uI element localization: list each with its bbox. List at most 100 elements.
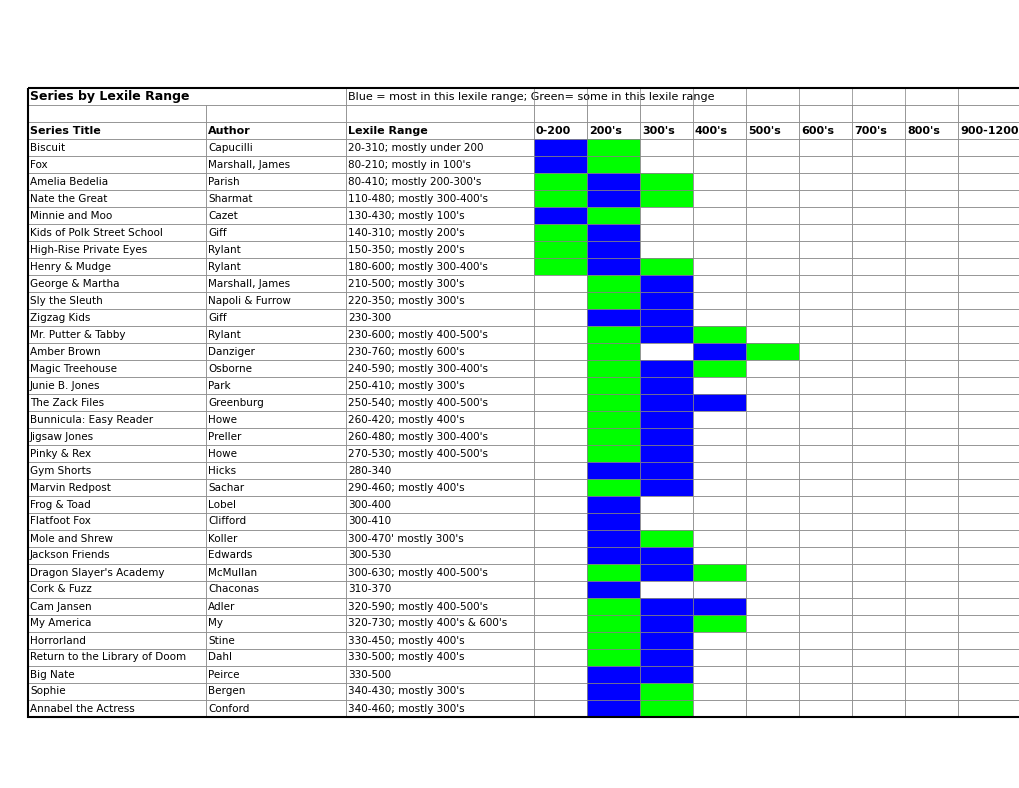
Bar bbox=[534, 190, 586, 207]
Text: 330-500: 330-500 bbox=[347, 670, 390, 679]
Bar bbox=[851, 428, 904, 445]
Bar bbox=[586, 207, 639, 224]
Bar bbox=[745, 547, 798, 564]
Bar bbox=[345, 224, 534, 241]
Bar bbox=[28, 479, 206, 496]
Text: 300-410: 300-410 bbox=[347, 516, 390, 526]
Bar bbox=[692, 564, 745, 581]
Bar bbox=[851, 292, 904, 309]
Bar bbox=[957, 564, 1019, 581]
Bar bbox=[745, 309, 798, 326]
Bar bbox=[904, 258, 957, 275]
Bar bbox=[345, 88, 1019, 105]
Bar bbox=[851, 207, 904, 224]
Bar bbox=[639, 258, 692, 275]
Bar bbox=[745, 275, 798, 292]
Bar bbox=[639, 105, 692, 122]
Bar bbox=[745, 700, 798, 717]
Bar bbox=[904, 275, 957, 292]
Bar bbox=[28, 156, 206, 173]
Bar bbox=[957, 411, 1019, 428]
Bar bbox=[586, 173, 639, 190]
Bar bbox=[851, 190, 904, 207]
Bar bbox=[692, 411, 745, 428]
Bar bbox=[345, 598, 534, 615]
Bar bbox=[745, 190, 798, 207]
Bar bbox=[957, 479, 1019, 496]
Text: Chaconas: Chaconas bbox=[208, 585, 259, 594]
Bar bbox=[28, 615, 206, 632]
Bar bbox=[28, 683, 206, 700]
Bar bbox=[798, 462, 851, 479]
Bar bbox=[345, 462, 534, 479]
Text: Annabel the Actress: Annabel the Actress bbox=[30, 704, 135, 713]
Bar bbox=[534, 683, 586, 700]
Bar bbox=[851, 683, 904, 700]
Bar bbox=[851, 581, 904, 598]
Bar bbox=[639, 530, 692, 547]
Bar bbox=[639, 632, 692, 649]
Bar bbox=[28, 394, 206, 411]
Bar bbox=[534, 377, 586, 394]
Bar bbox=[957, 513, 1019, 530]
Bar bbox=[798, 156, 851, 173]
Bar bbox=[206, 394, 345, 411]
Text: 300-400: 300-400 bbox=[347, 500, 390, 510]
Text: 900-1200: 900-1200 bbox=[959, 125, 1018, 136]
Bar bbox=[851, 241, 904, 258]
Bar bbox=[798, 122, 851, 139]
Text: Park: Park bbox=[208, 381, 230, 391]
Bar bbox=[904, 564, 957, 581]
Bar bbox=[798, 581, 851, 598]
Text: Sharmat: Sharmat bbox=[208, 194, 253, 203]
Bar bbox=[639, 224, 692, 241]
Text: The Zack Files: The Zack Files bbox=[30, 397, 104, 407]
Bar bbox=[851, 700, 904, 717]
Bar bbox=[692, 343, 745, 360]
Bar bbox=[28, 326, 206, 343]
Bar bbox=[345, 666, 534, 683]
Bar bbox=[692, 394, 745, 411]
Bar bbox=[745, 632, 798, 649]
Bar bbox=[206, 496, 345, 513]
Bar bbox=[639, 564, 692, 581]
Bar bbox=[28, 564, 206, 581]
Text: Frog & Toad: Frog & Toad bbox=[30, 500, 91, 510]
Bar bbox=[745, 564, 798, 581]
Bar bbox=[798, 394, 851, 411]
Bar bbox=[639, 411, 692, 428]
Bar bbox=[345, 530, 534, 547]
Bar bbox=[345, 122, 534, 139]
Bar bbox=[745, 615, 798, 632]
Bar bbox=[206, 105, 345, 122]
Bar bbox=[904, 683, 957, 700]
Bar bbox=[28, 632, 206, 649]
Bar bbox=[345, 479, 534, 496]
Bar bbox=[692, 105, 745, 122]
Bar bbox=[798, 445, 851, 462]
Bar bbox=[206, 258, 345, 275]
Bar bbox=[798, 598, 851, 615]
Bar bbox=[957, 649, 1019, 666]
Bar bbox=[745, 394, 798, 411]
Bar bbox=[345, 241, 534, 258]
Bar bbox=[904, 394, 957, 411]
Bar bbox=[639, 445, 692, 462]
Text: Sly the Sleuth: Sly the Sleuth bbox=[30, 296, 103, 306]
Bar bbox=[345, 326, 534, 343]
Text: Horrorland: Horrorland bbox=[30, 635, 86, 645]
Text: 300-470' mostly 300's: 300-470' mostly 300's bbox=[347, 533, 464, 544]
Text: Return to the Library of Doom: Return to the Library of Doom bbox=[30, 652, 185, 663]
Bar bbox=[206, 275, 345, 292]
Bar bbox=[745, 122, 798, 139]
Bar bbox=[692, 173, 745, 190]
Text: 250-410; mostly 300's: 250-410; mostly 300's bbox=[347, 381, 465, 391]
Text: Edwards: Edwards bbox=[208, 551, 252, 560]
Text: Capucilli: Capucilli bbox=[208, 143, 253, 153]
Bar bbox=[28, 649, 206, 666]
Bar bbox=[639, 241, 692, 258]
Text: Bergen: Bergen bbox=[208, 686, 246, 697]
Bar bbox=[534, 428, 586, 445]
Text: 270-530; mostly 400-500's: 270-530; mostly 400-500's bbox=[347, 448, 487, 459]
Text: Marshall, James: Marshall, James bbox=[208, 159, 289, 169]
